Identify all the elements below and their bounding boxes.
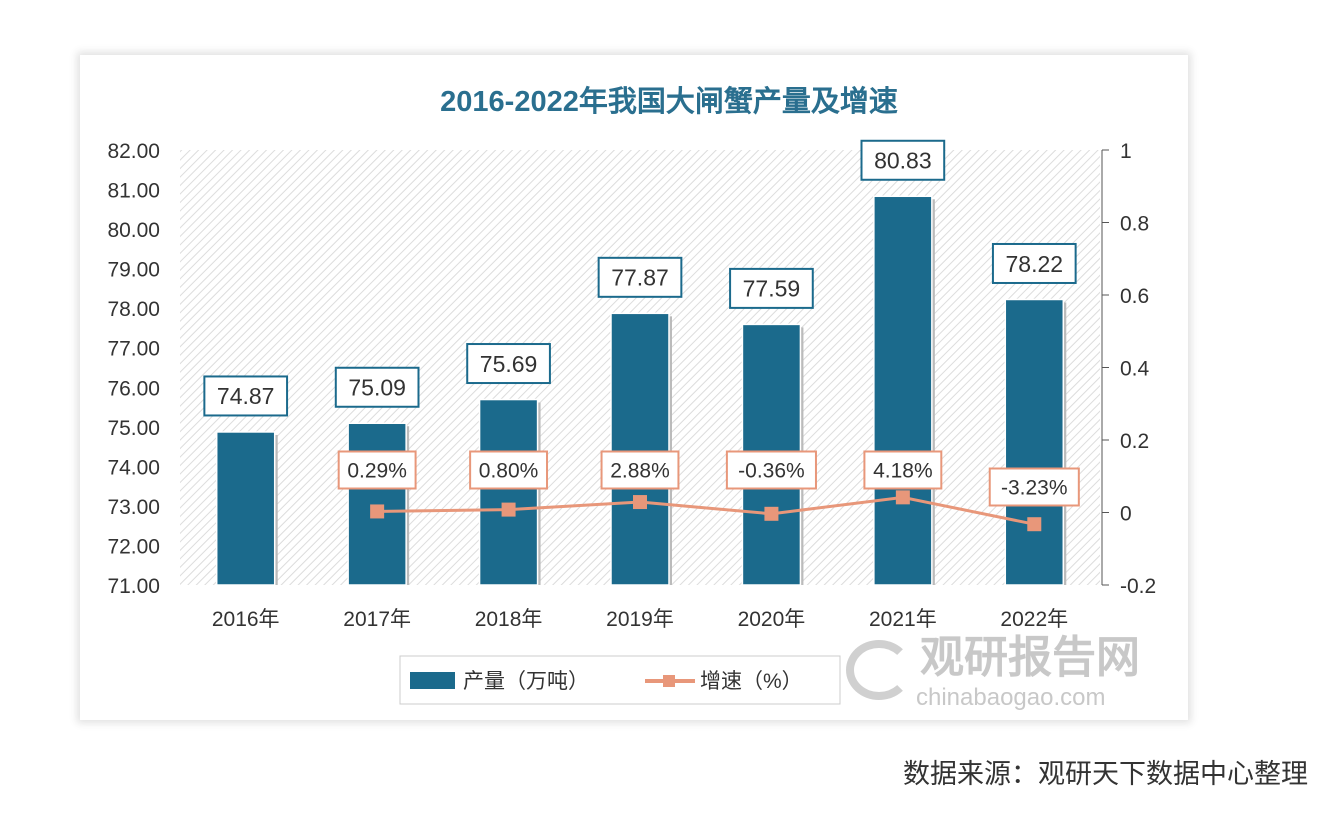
legend — [399, 655, 841, 705]
x-tick-label: 2021年 — [869, 608, 937, 631]
bar-data-label: 77.87 — [611, 265, 669, 291]
bar-data-label-box — [597, 256, 683, 298]
y-left-tick-label: 74.00 — [107, 456, 160, 479]
growth-data-label: 2.88% — [610, 460, 670, 483]
bar-data-label-box — [203, 375, 289, 417]
x-tick-label: 2016年 — [212, 608, 280, 631]
y-left-tick-label: 73.00 — [107, 496, 160, 519]
x-tick-label: 2019年 — [606, 608, 674, 631]
x-tick-label: 2022年 — [1000, 608, 1068, 631]
legend-bar-swatch — [410, 672, 455, 689]
x-tick-label: 2020年 — [738, 608, 806, 631]
growth-data-label-box — [600, 450, 680, 490]
growth-marker — [633, 495, 647, 510]
watermark-name: 观研报告网 — [920, 633, 1140, 682]
bar-2021年 — [873, 195, 933, 586]
growth-data-label: 4.18% — [873, 460, 933, 483]
watermark-url: chinabaogao.com — [916, 684, 1106, 711]
growth-data-label-box — [725, 450, 817, 490]
bar-data-label-box — [334, 366, 420, 408]
bar-2019年 — [610, 312, 670, 586]
y-right-tick-label: 0.6 — [1120, 285, 1149, 308]
y-left-tick-label: 79.00 — [107, 259, 160, 282]
growth-data-label-box — [337, 450, 417, 490]
growth-marker — [764, 506, 779, 521]
y-right-tick-label: 0 — [1120, 503, 1132, 526]
y-right-tick-label: 0.8 — [1120, 213, 1149, 236]
bar-data-label-box — [466, 343, 551, 385]
growth-data-label-box — [863, 450, 943, 490]
y-right-tick-label: 1 — [1120, 140, 1132, 163]
y-left-tick-label: 78.00 — [107, 298, 160, 321]
bar-data-label: 77.59 — [743, 276, 801, 302]
bar-data-label: 78.22 — [1006, 251, 1064, 277]
growth-data-label-box — [469, 450, 549, 490]
y-right-tick-label: -0.2 — [1120, 575, 1156, 598]
bar-data-label-box — [729, 267, 814, 309]
y-left-tick-label: 76.00 — [107, 377, 160, 400]
bar-data-label-box — [860, 139, 946, 181]
growth-data-label: 0.80% — [479, 460, 539, 483]
growth-marker — [370, 504, 385, 519]
bar-data-label: 80.83 — [874, 148, 932, 174]
x-tick-label: 2018年 — [475, 608, 543, 631]
growth-marker — [1027, 517, 1042, 532]
bar-2016年 — [215, 431, 276, 586]
y-left-tick-label: 80.00 — [107, 219, 160, 242]
legend-bar-label: 产量（万吨） — [463, 670, 589, 693]
y-left-tick-label: 75.00 — [107, 417, 160, 440]
y-right-tick-label: 0.4 — [1120, 358, 1150, 381]
x-tick-label: 2017年 — [343, 608, 411, 631]
growth-marker — [895, 490, 910, 505]
growth-line — [377, 495, 1035, 526]
y-left-tick-label: 77.00 — [107, 338, 160, 361]
bar-2017年 — [347, 422, 407, 586]
bar-2022年 — [1004, 298, 1065, 586]
growth-data-label: -0.36% — [738, 460, 805, 483]
y-right-tick-label: 0.2 — [1120, 430, 1149, 453]
bar-data-label: 75.69 — [480, 351, 538, 377]
legend-line-label: 增速（%） — [700, 670, 803, 693]
growth-marker — [501, 502, 516, 517]
growth-data-label-box — [988, 467, 1080, 507]
source-note: 数据来源：观研天下数据中心整理 — [903, 759, 1308, 789]
watermark-logo-icon — [846, 640, 912, 700]
legend-line-marker — [663, 675, 675, 687]
bar-data-label-box — [991, 242, 1077, 284]
y-left-tick-label: 82.00 — [107, 140, 160, 163]
bar-data-label: 75.09 — [348, 375, 406, 401]
y-left-tick-label: 72.00 — [107, 535, 160, 558]
growth-data-label: -3.23% — [1001, 477, 1068, 500]
growth-data-label: 0.29% — [347, 460, 407, 483]
y-left-tick-label: 81.00 — [107, 180, 160, 203]
y-left-tick-label: 71.00 — [107, 575, 160, 598]
chart-title: 2016-2022年我国大闸蟹产量及增速 — [440, 86, 898, 118]
bar-data-label: 74.87 — [217, 383, 275, 409]
bar-2018年 — [478, 398, 539, 586]
